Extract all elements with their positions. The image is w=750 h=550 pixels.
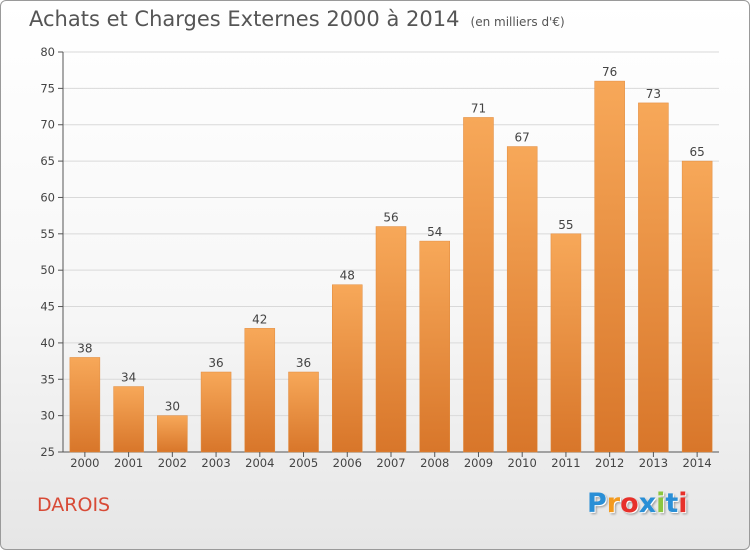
y-tick-label: 50	[40, 263, 55, 277]
x-tick-label: 2013	[639, 456, 668, 470]
value-label: 36	[208, 356, 223, 370]
logo-letter: i	[678, 488, 688, 519]
value-label: 67	[515, 131, 530, 145]
bar-2005	[288, 371, 319, 453]
y-tick-label: 65	[40, 154, 55, 168]
chart-title: Achats et Charges Externes 2000 à 2014	[29, 7, 460, 31]
x-tick-label: 2008	[420, 456, 449, 470]
bar-2012	[594, 80, 625, 453]
chart-subtitle: (en milliers d'€)	[470, 15, 565, 29]
logo-letter: o	[620, 488, 639, 519]
x-tick-label: 2004	[245, 456, 274, 470]
chart-title-row: Achats et Charges Externes 2000 à 2014 (…	[29, 7, 565, 31]
logo-letter: t	[665, 488, 679, 519]
bar-2001	[113, 386, 144, 453]
bars	[69, 80, 713, 453]
y-tick-label: 25	[40, 445, 55, 459]
bar-2003	[200, 371, 232, 453]
value-label: 48	[340, 269, 355, 283]
bar-2011	[550, 233, 582, 453]
y-tick-label: 45	[40, 300, 55, 314]
x-tick-label: 2005	[289, 456, 318, 470]
y-tick-label: 55	[40, 227, 55, 241]
y-tick-label: 30	[40, 409, 55, 423]
value-label: 34	[121, 371, 136, 385]
bar-2009	[463, 117, 494, 453]
x-tick-label: 2009	[464, 456, 493, 470]
value-label: 55	[558, 218, 573, 232]
bar-2006	[332, 284, 363, 453]
y-tick-label: 35	[40, 372, 55, 386]
y-tick-label: 40	[40, 336, 55, 350]
bar-2007	[375, 226, 407, 453]
x-tick-label: 2007	[376, 456, 405, 470]
x-tick-label: 2002	[158, 456, 187, 470]
y-tick-label: 80	[40, 45, 55, 59]
commune-name: DAROIS	[37, 494, 111, 516]
x-tick-label: 2000	[70, 456, 99, 470]
x-tick-label: 2003	[201, 456, 230, 470]
bar-2000	[69, 357, 101, 453]
bar-2013	[638, 102, 669, 453]
x-tick-labels: 2000 2001 2002 2003 2004 2005 2006 2007 2008 2009…	[70, 452, 712, 470]
x-tick-label: 2012	[595, 456, 624, 470]
bar-2004	[244, 328, 276, 453]
value-label: 30	[165, 400, 180, 414]
x-tick-label: 2011	[551, 456, 580, 470]
bar-2014	[681, 160, 713, 453]
value-label: 56	[383, 211, 398, 225]
y-tick-labels: 25 30 35 40 45 50 55 60 65 70 75 80	[40, 45, 55, 459]
proxiti-logo[interactable]: Proxiti	[587, 488, 688, 519]
x-tick-label: 2006	[333, 456, 362, 470]
logo-letter: i	[656, 488, 666, 519]
value-label: 36	[296, 356, 311, 370]
x-tick-label: 2001	[114, 456, 143, 470]
value-label: 71	[471, 101, 486, 115]
bar-2002	[157, 415, 188, 453]
value-label: 73	[646, 87, 661, 101]
value-label: 42	[252, 312, 267, 326]
value-label: 54	[427, 225, 442, 239]
y-tick-label: 75	[40, 81, 55, 95]
value-label: 38	[77, 341, 92, 355]
bar-2008	[419, 240, 450, 453]
value-label: 65	[689, 145, 704, 159]
y-tick-label: 60	[40, 190, 55, 204]
bar-2010	[506, 146, 538, 453]
x-tick-label: 2010	[508, 456, 537, 470]
logo-letter: x	[638, 488, 657, 519]
value-label: 76	[602, 65, 617, 79]
x-tick-label: 2014	[682, 456, 711, 470]
logo-letter: r	[606, 488, 621, 519]
y-tick-label: 70	[40, 118, 55, 132]
logo-letter: P	[587, 488, 607, 519]
value-labels: 38 34 30 36 42 36 48 56 54 71 67 55 76 73 65	[77, 65, 705, 414]
